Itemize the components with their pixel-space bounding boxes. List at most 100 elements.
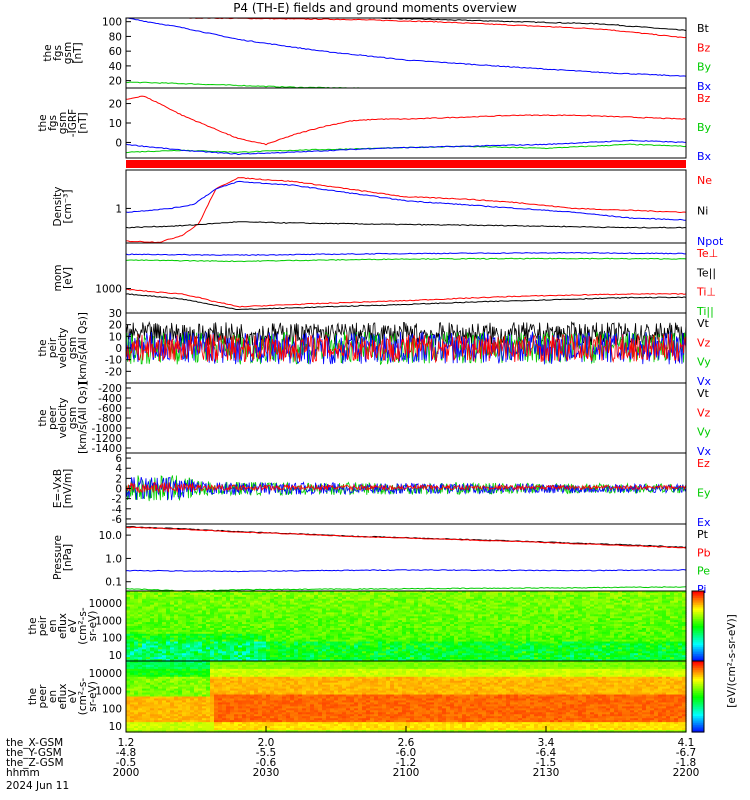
heatmap-cell — [246, 596, 251, 600]
heatmap-cell — [322, 602, 327, 606]
heatmap-cell — [218, 649, 223, 652]
heatmap-cell — [218, 606, 223, 610]
heatmap-cell — [290, 641, 295, 645]
series-line-Ti⊥ — [126, 288, 686, 308]
heatmap-cell — [286, 657, 291, 660]
heatmap-cell — [302, 598, 307, 602]
heatmap-cell — [198, 631, 203, 635]
heatmap-cell — [318, 622, 323, 625]
heatmap-cell — [174, 657, 179, 660]
heatmap-cell — [234, 651, 239, 654]
heatmap-cell — [306, 635, 311, 639]
heatmap-cell — [222, 655, 227, 658]
heatmap-cell — [170, 627, 175, 631]
heatmap-cell — [266, 631, 271, 635]
y-axis-label: peer — [47, 405, 59, 430]
heatmap-cell — [282, 618, 287, 621]
heatmap-cell — [158, 653, 163, 656]
heatmap-cell — [262, 622, 267, 625]
heatmap-cell — [234, 602, 239, 606]
heatmap-cell — [318, 657, 323, 660]
heatmap-cell — [130, 649, 135, 652]
heatmap-cell — [166, 610, 171, 613]
heatmap-cell — [138, 659, 143, 662]
heatmap-cell — [174, 641, 179, 645]
heatmap-cell — [270, 618, 275, 621]
y-tick-label: -20 — [105, 366, 122, 378]
heatmap-cell — [190, 653, 195, 656]
series-line-By — [126, 81, 401, 88]
heatmap-cell — [294, 622, 299, 625]
y-axis-label: [mV/m] — [62, 469, 74, 508]
heatmap-cell — [130, 612, 135, 615]
heatmap-cell — [214, 604, 219, 608]
heatmap-cell — [158, 624, 163, 627]
heatmap-cell — [282, 606, 287, 610]
heatmap-cell — [126, 616, 131, 619]
heatmap-cell — [290, 602, 295, 606]
heatmap-cell — [170, 653, 175, 656]
heatmap-cell — [218, 631, 223, 635]
heatmap-cell — [314, 594, 319, 598]
heatmap-cell — [150, 651, 155, 654]
heatmap-cell — [198, 659, 203, 662]
heatmap-cell — [306, 626, 311, 629]
heatmap-cell — [230, 629, 235, 633]
heatmap-cell — [262, 608, 267, 612]
heatmap-cell — [194, 643, 199, 647]
heatmap-cell — [310, 653, 315, 656]
heatmap-cell — [334, 620, 339, 623]
heatmap-cell — [234, 598, 239, 602]
heatmap-cell — [302, 657, 307, 660]
heatmap-cell — [242, 612, 247, 615]
heatmap-cell — [242, 627, 247, 631]
heatmap-cell — [134, 596, 139, 600]
heatmap-cell — [126, 592, 131, 596]
heatmap-cell — [138, 629, 143, 633]
heatmap-cell — [270, 614, 275, 617]
heatmap-cell — [162, 606, 167, 610]
heatmap-cell — [134, 592, 139, 596]
heatmap-cell — [298, 651, 303, 654]
heatmap-cell — [278, 627, 283, 631]
heatmap-cell — [158, 626, 163, 629]
heatmap-cell — [214, 610, 219, 613]
heatmap-cell — [286, 618, 291, 621]
heatmap-cell — [194, 637, 199, 641]
heatmap-cell — [274, 637, 279, 641]
heatmap-cell — [154, 610, 159, 613]
heatmap-cell — [274, 659, 279, 662]
heatmap-cell — [270, 657, 275, 660]
heatmap-cell — [162, 600, 167, 604]
heatmap-cell — [238, 627, 243, 631]
heatmap-cell — [170, 631, 175, 635]
heatmap-cell — [146, 624, 151, 627]
y-tick-label: 10 — [109, 331, 122, 343]
heatmap-cell — [226, 622, 231, 625]
heatmap-cell — [126, 624, 131, 627]
heatmap-cell — [174, 627, 179, 631]
heatmap-cell — [182, 627, 187, 631]
heatmap-cell — [186, 616, 191, 619]
heatmap-cell — [290, 647, 295, 650]
heatmap-cell — [178, 608, 183, 612]
heatmap-cell — [222, 633, 227, 637]
heatmap-cell — [242, 591, 247, 594]
heatmap-cell — [162, 631, 167, 635]
heatmap-cell — [186, 645, 191, 648]
heatmap-cell — [322, 637, 327, 641]
heatmap-cell — [302, 612, 307, 615]
heatmap-cell — [126, 647, 131, 650]
heatmap-cell — [282, 633, 287, 637]
heatmap-cell — [226, 596, 231, 600]
legend-entry: Vt — [697, 387, 710, 400]
heatmap-cell — [190, 592, 195, 596]
heatmap-cell — [222, 645, 227, 648]
heatmap-cell — [258, 637, 263, 641]
heatmap-cell — [206, 647, 211, 650]
heatmap-cell — [226, 604, 231, 608]
heatmap-cell — [158, 618, 163, 621]
y-tick-label: -10 — [105, 355, 122, 367]
heatmap-cell — [322, 622, 327, 625]
heatmap-cell — [206, 629, 211, 633]
